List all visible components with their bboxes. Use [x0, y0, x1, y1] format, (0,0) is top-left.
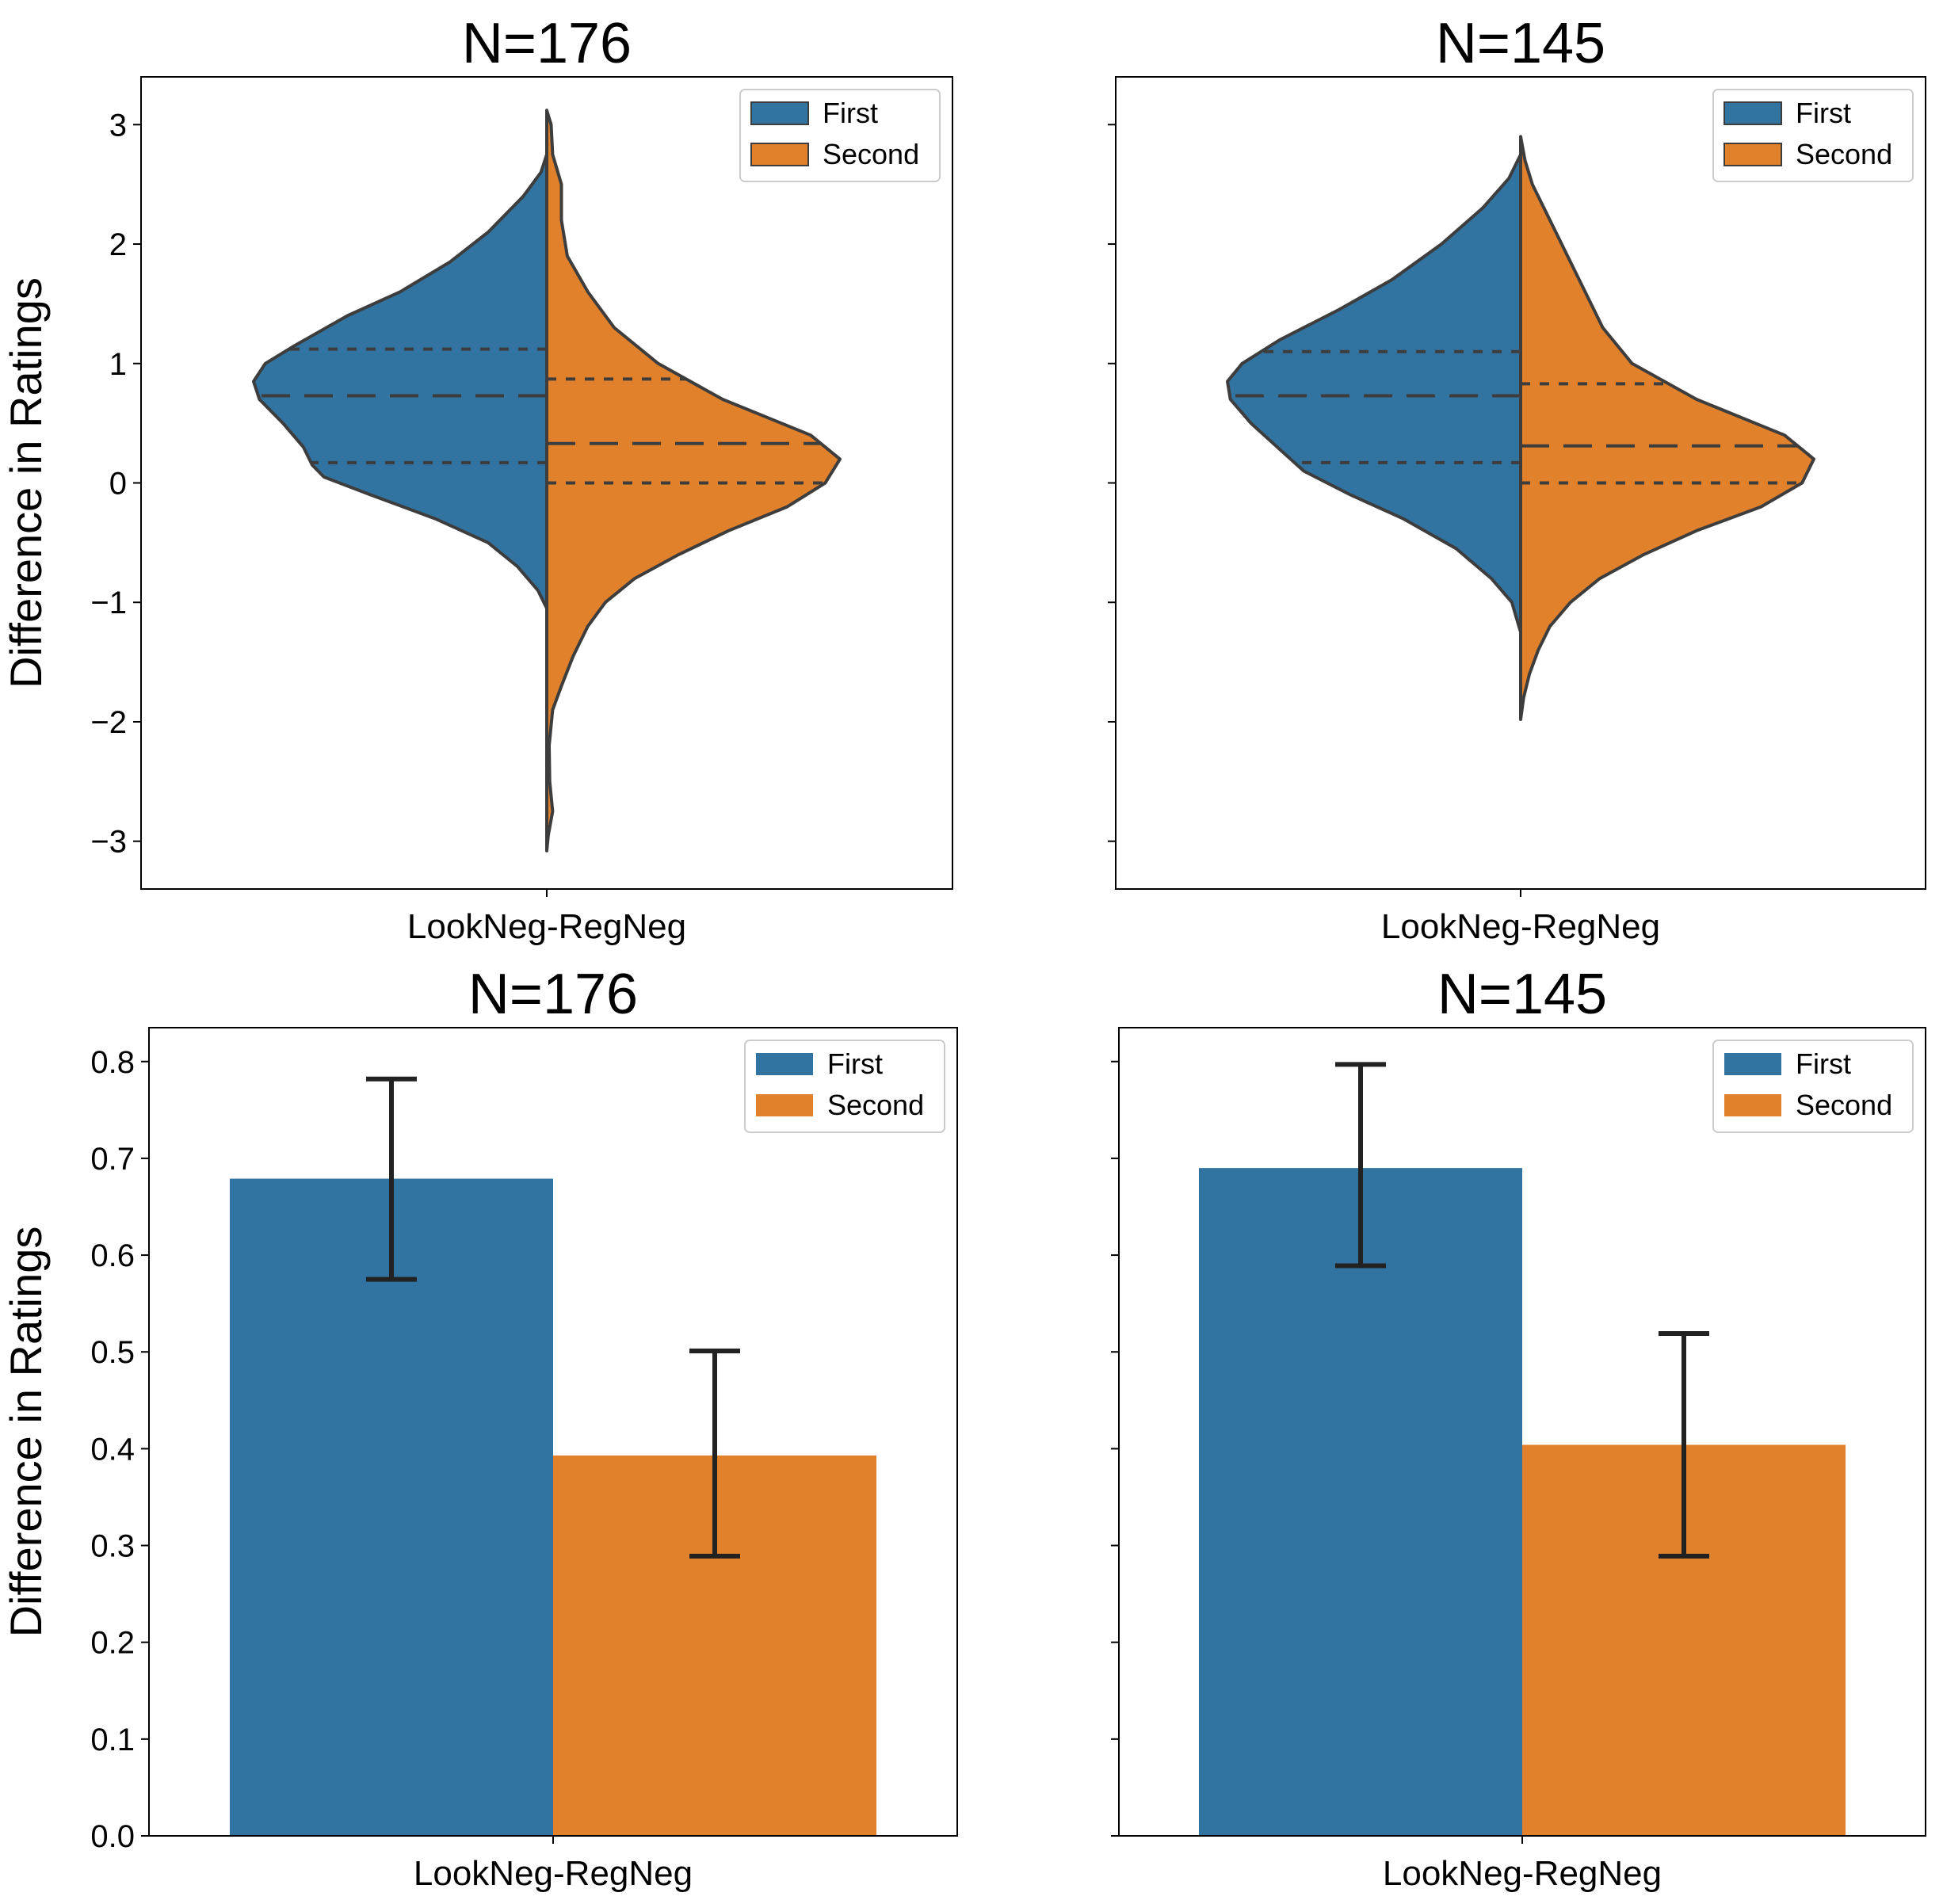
legend: First Second	[1712, 1040, 1914, 1133]
y-tick-label: 0.1	[90, 1723, 135, 1757]
subplot-3: N=176 0.0 0.1 0.2 0.3 0.4 0.5 0.6 0.7 0.8 LookNeg-…	[1, 963, 958, 1893]
y-tick-label: 0.0	[90, 1819, 135, 1854]
axes-frame	[140, 76, 953, 890]
y-tick-label: 2	[109, 227, 127, 262]
y-tick-label: −3	[90, 825, 127, 860]
error-bar-second	[689, 1349, 740, 1559]
y-tick-label: 0.2	[90, 1626, 135, 1661]
y-tick-label: 1	[109, 347, 127, 382]
y-tick-label: 3	[109, 108, 127, 143]
legend-label-second: Second	[1796, 1089, 1892, 1121]
legend-swatch-second	[1724, 143, 1782, 166]
legend: First Second	[739, 89, 941, 182]
subplot-2: N=145 LookNeg-RegNeg First Second	[1108, 12, 1926, 946]
violin-second	[1519, 135, 1815, 721]
subplot-title: N=176	[462, 12, 632, 75]
subplot-1: N=176 −3 −2 −1 0 1 2 3 LookNeg-RegNeg Difference …	[1, 12, 953, 946]
legend-swatch-second	[750, 143, 809, 166]
axes-frame	[1118, 1027, 1926, 1837]
legend-swatch-first	[750, 101, 809, 125]
y-tick-label: −1	[90, 586, 127, 620]
x-category-label: LookNeg-RegNeg	[1383, 1854, 1662, 1893]
violin-first	[252, 152, 548, 610]
subplot-title: N=145	[1437, 963, 1607, 1026]
legend: First Second	[744, 1040, 945, 1133]
subplot-title: N=176	[468, 963, 638, 1026]
error-bar-second	[1659, 1331, 1709, 1559]
legend-label-second: Second	[823, 138, 919, 170]
y-tick-label: 0.6	[90, 1238, 135, 1273]
violin-first	[1226, 152, 1522, 634]
legend-label-first: First	[1796, 97, 1851, 129]
subplot-title: N=145	[1436, 12, 1605, 75]
legend-label-first: First	[827, 1047, 883, 1080]
legend-swatch-second	[756, 1094, 813, 1116]
legend-swatch-first	[1724, 1053, 1781, 1075]
y-tick-label: 0.8	[90, 1045, 135, 1080]
legend-swatch-first	[756, 1053, 813, 1075]
legend-swatch-second	[1724, 1094, 1781, 1116]
y-axis-label: Difference in Ratings	[1, 277, 51, 689]
error-bar-first	[366, 1076, 417, 1282]
y-tick-label: 0.4	[90, 1432, 135, 1467]
legend-label-first: First	[1796, 1047, 1851, 1080]
legend-swatch-first	[1724, 101, 1782, 125]
violin-second	[545, 109, 842, 853]
legend: First Second	[1712, 89, 1914, 182]
axes-frame	[1115, 76, 1926, 890]
x-category-label: LookNeg-RegNeg	[407, 907, 686, 946]
axes-frame	[148, 1027, 958, 1837]
y-tick-label: 0	[109, 467, 127, 502]
error-bar-first	[1335, 1062, 1386, 1269]
x-category-label: LookNeg-RegNeg	[1381, 907, 1660, 946]
y-axis-label: Difference in Ratings	[1, 1227, 51, 1638]
bar-first	[230, 1178, 553, 1836]
y-tick-label: 0.5	[90, 1335, 135, 1370]
legend-label-first: First	[823, 97, 878, 129]
legend-label-second: Second	[1796, 138, 1892, 170]
y-tick-label: 0.7	[90, 1142, 135, 1177]
y-tick-label: 0.3	[90, 1529, 135, 1564]
bar-first	[1199, 1168, 1522, 1836]
x-category-label: LookNeg-RegNeg	[414, 1854, 693, 1893]
subplot-4: N=145 LookNeg-RegNeg First Second	[1111, 963, 1926, 1893]
y-tick-label: −2	[90, 705, 127, 740]
legend-label-second: Second	[827, 1089, 924, 1121]
